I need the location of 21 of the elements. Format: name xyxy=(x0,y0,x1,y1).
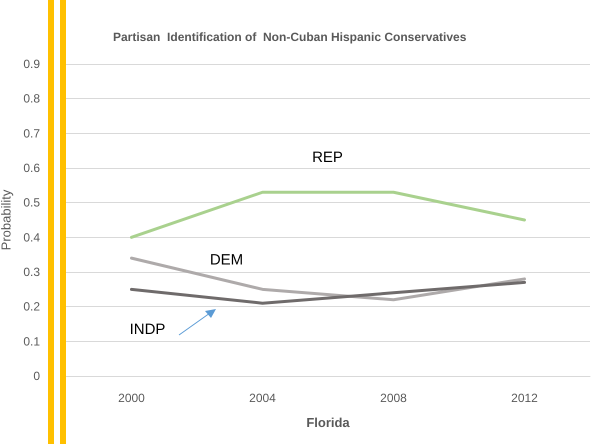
y-tick-label: 0.1 xyxy=(23,334,40,348)
y-tick-label: 0.4 xyxy=(23,230,40,244)
y-axis-title: Probability xyxy=(0,189,14,250)
y-tick-label: 0.9 xyxy=(23,57,40,71)
y-tick-label: 0.5 xyxy=(23,196,40,210)
series-label: REP xyxy=(312,148,343,166)
y-tick-label: 0.3 xyxy=(23,265,40,279)
x-tick-label: 2008 xyxy=(380,391,408,405)
y-tick-label: 0.2 xyxy=(23,300,40,314)
chart-title: Partisan Identification of Non-Cuban Hispanic Conservatives xyxy=(113,30,467,44)
x-tick-label: 2004 xyxy=(249,391,276,405)
y-tick-label: 0.8 xyxy=(23,92,40,106)
series-label: INDP xyxy=(130,320,166,338)
x-tick-label: 2000 xyxy=(118,391,146,405)
y-tick-label: 0.7 xyxy=(23,126,40,140)
line-series xyxy=(130,280,526,305)
y-tick-label: 0.6 xyxy=(23,161,40,175)
y-tick-label: 0 xyxy=(33,369,40,383)
x-tick-label: 2012 xyxy=(511,391,538,405)
x-axis-title: Florida xyxy=(306,415,350,430)
series-label: DEM xyxy=(210,252,244,269)
